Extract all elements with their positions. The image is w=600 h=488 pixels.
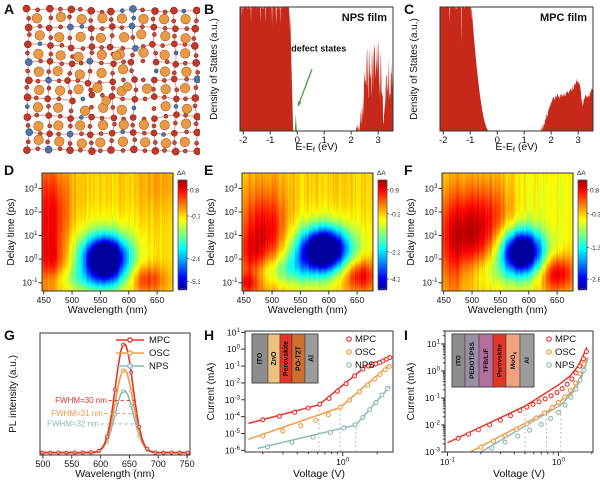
panel-c-dos-chart [400, 0, 600, 160]
panel-e-ta-heatmap [200, 160, 400, 325]
panel-h-label: H [204, 327, 215, 343]
panel-i-iv-chart [400, 325, 600, 488]
panel-b-label: B [204, 1, 215, 17]
panel-c-label: C [404, 1, 415, 17]
panel-d-ta-heatmap [0, 160, 200, 325]
panel-i-label: I [404, 327, 408, 343]
panel-a-crystal-structure [0, 0, 200, 160]
panel-d-label: D [4, 162, 15, 178]
panel-f-label: F [404, 162, 413, 178]
panel-g-label: G [4, 327, 15, 343]
panel-b-dos-chart [200, 0, 400, 160]
panel-g-pl-chart [0, 325, 200, 488]
panel-f-ta-heatmap [400, 160, 600, 325]
panel-a-label: A [4, 1, 15, 17]
panel-e-label: E [204, 162, 214, 178]
panel-h-iv-chart [200, 325, 400, 488]
